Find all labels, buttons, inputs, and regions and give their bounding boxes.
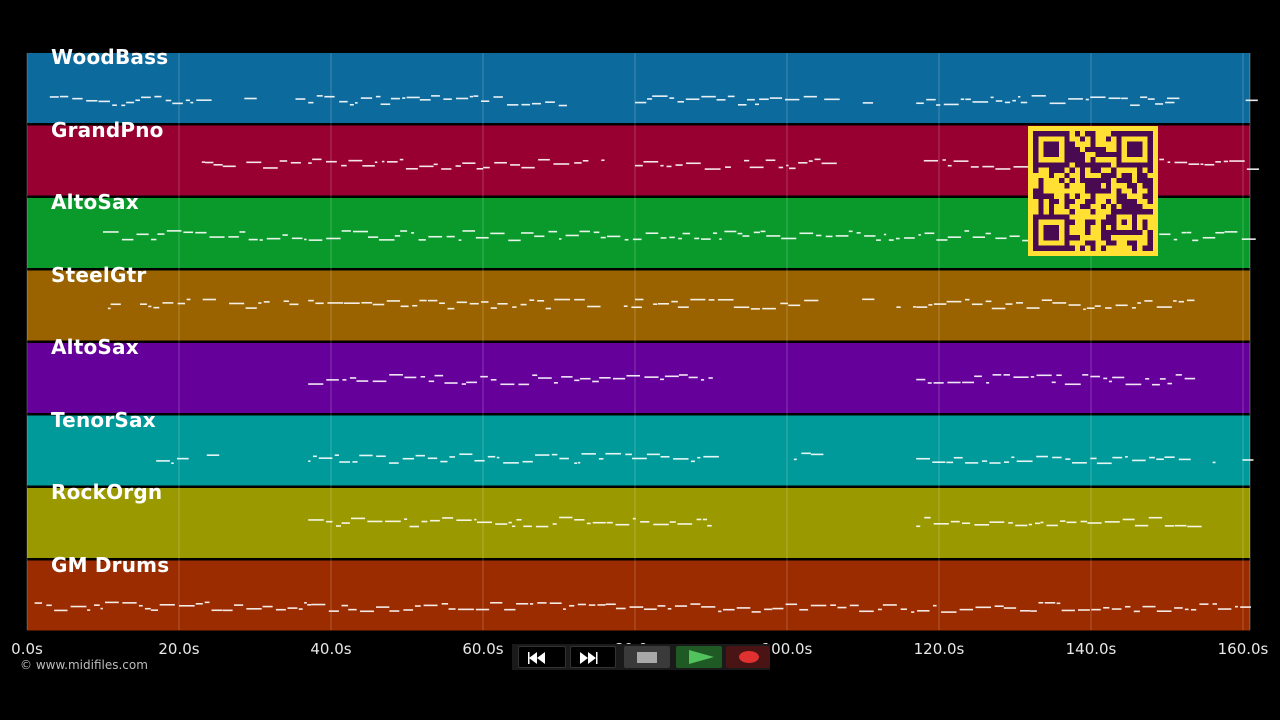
time-tick-label: 120.0s bbox=[913, 640, 965, 658]
track-lane bbox=[27, 415, 1250, 486]
track-notes bbox=[156, 452, 1254, 465]
stop-button[interactable] bbox=[624, 646, 670, 668]
stop-icon bbox=[637, 652, 657, 663]
time-tick-label: 140.0s bbox=[1065, 640, 1117, 658]
copyright-text: © www.midifiles.com bbox=[20, 658, 148, 672]
time-tick-label: 60.0s bbox=[462, 640, 504, 658]
rewind-button[interactable] bbox=[518, 646, 566, 668]
track-label: RockOrgn bbox=[51, 480, 163, 504]
track-label: WoodBass bbox=[51, 45, 169, 69]
time-tick-label: 160.0s bbox=[1217, 640, 1269, 658]
track-notes bbox=[107, 298, 1195, 311]
track-label: GrandPno bbox=[51, 118, 164, 142]
track-lane bbox=[27, 488, 1250, 558]
play-icon bbox=[689, 650, 714, 664]
time-tick-label: 20.0s bbox=[158, 640, 200, 658]
track-notes bbox=[308, 374, 1196, 386]
track-lane bbox=[27, 53, 1250, 123]
fast-forward-button[interactable] bbox=[570, 646, 616, 668]
track-label: GM Drums bbox=[51, 553, 170, 577]
track-notes bbox=[34, 601, 1251, 613]
track-lane bbox=[27, 560, 1250, 631]
time-tick-label: 40.0s bbox=[310, 640, 352, 658]
record-icon bbox=[739, 651, 759, 663]
fast-forward-icon bbox=[580, 652, 598, 664]
qr-code bbox=[1028, 126, 1158, 256]
play-button[interactable] bbox=[676, 646, 722, 668]
rewind-icon bbox=[528, 652, 545, 664]
track-lane bbox=[27, 343, 1250, 413]
track-label: AltoSax bbox=[51, 190, 139, 214]
time-tick-label: 100.0s bbox=[761, 640, 813, 658]
track-label: AltoSax bbox=[51, 335, 139, 359]
track-notes bbox=[49, 95, 1258, 107]
transport-bar bbox=[512, 644, 770, 670]
time-tick-label: 0.0s bbox=[11, 640, 43, 658]
track-label: TenorSax bbox=[51, 408, 156, 432]
track-lane bbox=[27, 270, 1250, 341]
track-label: SteelGtr bbox=[51, 263, 147, 287]
track-notes bbox=[308, 516, 1202, 528]
record-button[interactable] bbox=[726, 646, 770, 668]
